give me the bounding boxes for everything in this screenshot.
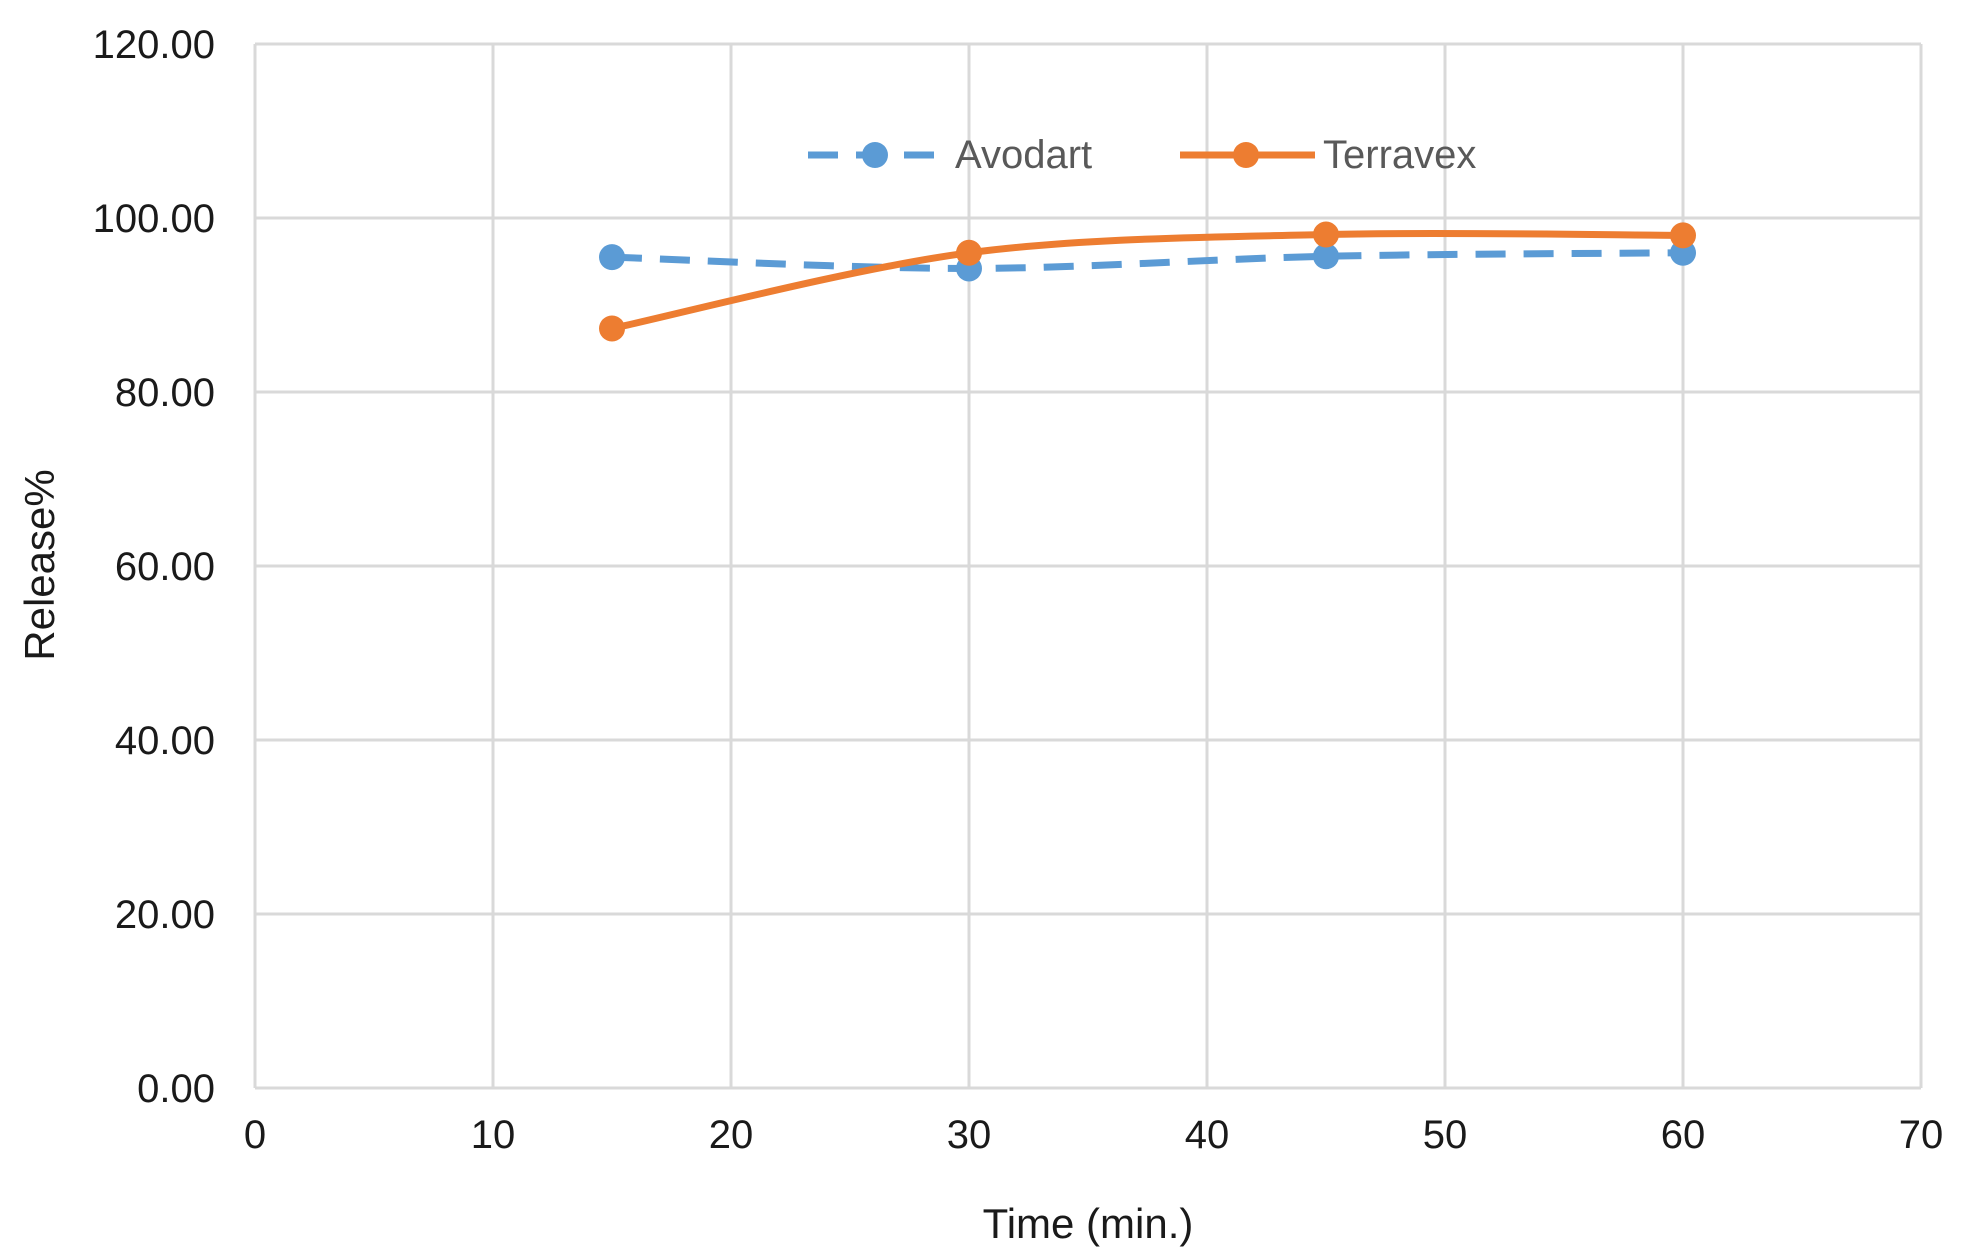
legend-marker-terravex	[1233, 142, 1259, 168]
grid-layer	[253, 42, 1923, 1090]
series-terravex	[599, 221, 1696, 342]
y-tick-label: 20.00	[115, 893, 215, 937]
data-point-terravex	[1670, 222, 1696, 249]
tick-label-layer: 0 10 20 30 40 50 60 70 0.00 20.00 40.00 60.00 80.00 1…	[93, 23, 1944, 1157]
legend-marker-avodart	[862, 142, 888, 168]
series-line-terravex	[611, 229, 1684, 332]
x-tick-label: 70	[1899, 1113, 1944, 1157]
y-tick-label: 40.00	[115, 719, 215, 763]
x-tick-label: 0	[244, 1113, 266, 1157]
series-avodart	[599, 239, 1696, 282]
data-point-terravex	[599, 315, 625, 342]
series-line-avodart	[611, 249, 1684, 272]
y-tick-label: 80.00	[115, 371, 215, 415]
legend-label-terravex: Terravex	[1323, 133, 1476, 177]
series-layer	[599, 221, 1696, 342]
y-tick-label: 60.00	[115, 545, 215, 589]
y-tick-label: 100.00	[93, 197, 215, 241]
data-point-terravex	[956, 239, 982, 266]
x-axis-title: Time (min.)	[983, 1200, 1194, 1247]
x-tick-label: 40	[1185, 1113, 1230, 1157]
legend-label-avodart: Avodart	[955, 133, 1092, 177]
y-tick-label: 120.00	[93, 23, 215, 67]
legend-item-avodart: Avodart	[808, 133, 1092, 177]
data-point-terravex	[1313, 221, 1339, 248]
y-axis-title: Release%	[16, 469, 63, 660]
data-point-avodart	[1313, 243, 1339, 270]
x-tick-label: 60	[1661, 1113, 1706, 1157]
x-tick-label: 20	[709, 1113, 754, 1157]
y-tick-label: 0.00	[137, 1067, 215, 1111]
x-tick-label: 50	[1423, 1113, 1468, 1157]
x-tick-label: 30	[947, 1113, 992, 1157]
legend-item-terravex: Terravex	[1180, 133, 1476, 177]
legend: Avodart Terravex	[808, 133, 1476, 177]
data-point-avodart	[599, 244, 625, 271]
x-tick-label: 10	[471, 1113, 516, 1157]
